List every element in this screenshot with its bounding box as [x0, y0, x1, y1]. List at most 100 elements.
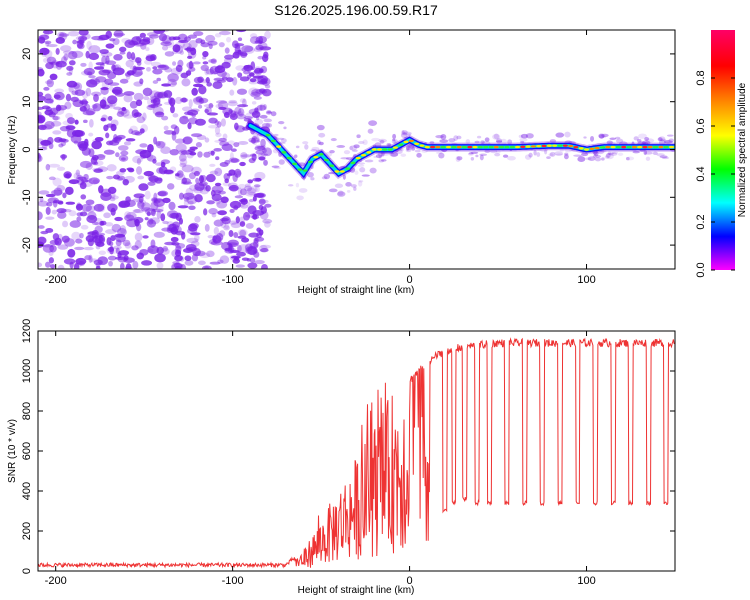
- spectrogram-noise-blob: [207, 234, 214, 239]
- spectrogram-noise-blob: [78, 261, 85, 266]
- spectrogram-noise-blob: [169, 149, 179, 156]
- spectrogram-noise-blob: [164, 51, 175, 57]
- spectrogram-peak-spot: [461, 145, 467, 149]
- spectrogram-noise-blob: [237, 141, 249, 145]
- spectrogram-noise-blob: [101, 114, 108, 122]
- spectrogram-noise-blob: [183, 198, 189, 208]
- spectrogram-noise-blob: [198, 104, 203, 109]
- spectrogram-peak-spot: [499, 145, 505, 149]
- spectrogram-noise-blob: [62, 220, 69, 228]
- spectrogram-scatter-blob: [494, 152, 501, 157]
- spectrogram-noise-blob: [122, 239, 131, 247]
- spectrogram-noise-blob: [254, 66, 262, 71]
- spectrogram-noise-blob: [53, 94, 61, 99]
- spectrogram-noise-blob: [88, 148, 95, 158]
- spectrogram-noise-blob: [44, 30, 50, 37]
- spectrogram-noise-blob: [68, 85, 74, 93]
- spectrogram-noise-blob: [246, 186, 258, 194]
- spectrogram-noise-blob: [76, 178, 85, 186]
- spectrogram-noise-blob: [111, 64, 116, 72]
- spectrogram-noise-blob: [78, 30, 89, 36]
- spectrogram-noise-blob: [198, 97, 209, 104]
- spectrogram-noise-blob: [237, 72, 243, 78]
- spectrogram-noise-blob: [254, 259, 265, 265]
- spectrogram-scatter-blob: [256, 136, 260, 142]
- spectrogram-noise-blob: [232, 51, 240, 59]
- spectrogram-noise-blob: [184, 260, 194, 266]
- spectrogram-noise-blob: [52, 116, 59, 121]
- spectrogram-noise-blob: [124, 72, 132, 77]
- spectrogram-noise-blob: [117, 145, 129, 151]
- spectrogram-scatter-blob: [373, 155, 378, 159]
- spectrogram-noise-blob: [63, 258, 76, 265]
- spectrogram-noise-blob: [206, 112, 219, 116]
- spectrogram-scatter-blob: [378, 154, 382, 159]
- spectrogram-peak-spot: [329, 164, 335, 167]
- spectrogram-noise-blob: [109, 38, 116, 42]
- spectrogram-noise-blob: [161, 115, 169, 121]
- spectrogram-scatter-blob: [251, 101, 257, 105]
- spectrogram-scatter-blob: [453, 135, 459, 141]
- spectrogram-scatter-blob: [519, 137, 528, 142]
- spectrogram-noise-blob: [175, 173, 180, 177]
- spectrogram-noise-blob: [119, 51, 126, 55]
- spectrogram-noise-blob: [220, 196, 229, 204]
- spectrogram-ytick-label: 0: [21, 146, 33, 152]
- spectrogram-noise-blob: [52, 106, 65, 116]
- spectrogram-noise-blob: [215, 100, 228, 104]
- spectrogram-noise-blob: [254, 40, 263, 44]
- spectrogram-noise-blob: [234, 168, 242, 178]
- spectrogram-noise-blob: [209, 163, 216, 167]
- spectrogram-peak-spot: [488, 145, 494, 149]
- spectrogram-scatter-blob: [359, 167, 366, 173]
- spectrogram-noise-blob: [223, 225, 230, 231]
- spectrogram-noise-blob: [108, 260, 113, 267]
- spectrogram-noise-blob: [133, 112, 142, 117]
- spectrogram-noise-blob: [163, 130, 175, 135]
- spectrogram-noise-blob: [44, 80, 53, 85]
- spectrogram-scatter-blob: [349, 145, 358, 151]
- spectrogram-noise-blob: [211, 193, 222, 202]
- spectrogram-scatter-blob: [364, 159, 374, 163]
- spectrogram-noise-blob: [93, 66, 105, 70]
- spectrogram-noise-blob: [247, 179, 253, 184]
- spectrogram-noise-blob: [214, 126, 221, 135]
- spectrogram-scatter-blob: [401, 130, 405, 136]
- spectrogram-noise-blob: [126, 51, 132, 60]
- spectrogram-noise-blob: [238, 108, 245, 117]
- spectrogram-noise-blob: [100, 117, 107, 122]
- spectrogram-noise-blob: [112, 67, 125, 76]
- spectrogram-scatter-blob: [378, 159, 385, 163]
- spectrogram-scatter-blob: [294, 154, 298, 158]
- spectrogram-ytick-label: 20: [21, 48, 33, 60]
- spectrogram-scatter-blob: [375, 154, 382, 159]
- spectrogram-noise-blob: [38, 200, 49, 207]
- spectrogram-noise-blob: [202, 61, 209, 65]
- spectrogram-noise-blob: [133, 208, 141, 213]
- spectrogram-scatter-blob: [371, 137, 381, 142]
- spectrogram-noise-blob: [172, 113, 179, 118]
- spectrogram-noise-blob: [205, 185, 211, 192]
- spectrogram-noise-blob: [191, 166, 202, 175]
- spectrogram-noise-blob: [236, 113, 247, 120]
- spectrogram-noise-blob: [252, 209, 265, 216]
- spectrogram-noise-blob: [182, 115, 188, 119]
- spectrogram-noise-blob: [243, 65, 251, 69]
- spectrogram-noise-blob: [224, 221, 230, 230]
- spectrogram-scatter-blob: [406, 145, 412, 151]
- spectrogram-peak-spot: [270, 139, 276, 143]
- spectrogram-noise-blob: [43, 86, 50, 91]
- spectrogram-noise-blob: [195, 177, 200, 184]
- colorbar-tick-label: 0.2: [695, 214, 707, 229]
- spectrogram-noise-blob: [92, 221, 100, 226]
- spectrogram-scatter-blob: [598, 133, 605, 139]
- spectrogram-scatter-blob: [645, 138, 655, 143]
- spectrogram-noise-blob: [44, 121, 55, 130]
- spectrogram-noise-blob: [106, 175, 114, 180]
- spectrogram-scatter-blob: [633, 136, 639, 141]
- spectrogram-peak-spot: [573, 146, 579, 149]
- spectrogram-noise-blob: [68, 179, 80, 185]
- spectrogram-noise-blob: [190, 108, 200, 113]
- spectrogram-scatter-blob: [353, 186, 357, 191]
- spectrogram-noise-blob: [240, 51, 248, 59]
